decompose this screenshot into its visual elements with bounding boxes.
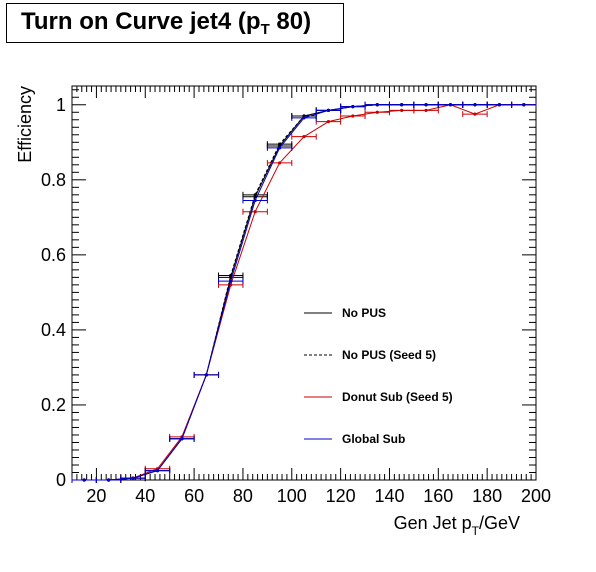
x-tick-label: 40 bbox=[135, 486, 155, 506]
series-0 bbox=[72, 102, 536, 483]
y-tick-label: 0.6 bbox=[41, 245, 66, 265]
data-point bbox=[302, 116, 305, 119]
series-line bbox=[84, 105, 524, 480]
data-point bbox=[131, 477, 134, 480]
series-line bbox=[84, 105, 524, 480]
y-tick-label: 0 bbox=[56, 470, 66, 490]
data-point bbox=[351, 105, 354, 108]
data-point bbox=[254, 193, 257, 196]
data-point bbox=[400, 109, 403, 112]
data-point bbox=[327, 120, 330, 123]
series-3 bbox=[72, 102, 536, 483]
data-point bbox=[473, 113, 476, 116]
series-1 bbox=[72, 102, 536, 483]
data-point bbox=[156, 469, 159, 472]
data-point bbox=[83, 478, 86, 481]
data-point bbox=[302, 135, 305, 138]
y-tick-label: 0.4 bbox=[41, 320, 66, 340]
data-point bbox=[351, 114, 354, 117]
series-line bbox=[84, 105, 524, 480]
series-line bbox=[84, 105, 524, 480]
data-point bbox=[473, 103, 476, 106]
x-tick-label: 80 bbox=[233, 486, 253, 506]
data-point bbox=[229, 280, 232, 283]
data-point bbox=[278, 161, 281, 164]
data-point bbox=[376, 103, 379, 106]
data-point bbox=[278, 146, 281, 149]
data-point bbox=[376, 111, 379, 114]
data-point bbox=[254, 210, 257, 213]
x-tick-label: 180 bbox=[472, 486, 502, 506]
data-point bbox=[400, 103, 403, 106]
x-tick-label: 200 bbox=[521, 486, 551, 506]
data-point bbox=[449, 103, 452, 106]
data-point bbox=[522, 103, 525, 106]
data-point bbox=[107, 478, 110, 481]
x-tick-label: 120 bbox=[326, 486, 356, 506]
y-axis-label: Efficiency bbox=[15, 86, 35, 163]
legend-entry: Donut Sub (Seed 5) bbox=[342, 390, 453, 404]
legend-entry: No PUS (Seed 5) bbox=[342, 348, 436, 362]
x-tick-label: 20 bbox=[86, 486, 106, 506]
x-tick-label: 60 bbox=[184, 486, 204, 506]
y-tick-label: 1 bbox=[56, 95, 66, 115]
data-point bbox=[327, 109, 330, 112]
data-point bbox=[254, 199, 257, 202]
x-axis-label: Gen Jet pT/GeV bbox=[394, 513, 520, 538]
legend-entry: No PUS bbox=[342, 306, 386, 320]
x-tick-label: 100 bbox=[277, 486, 307, 506]
x-tick-label: 140 bbox=[374, 486, 404, 506]
data-point bbox=[180, 437, 183, 440]
data-point bbox=[425, 109, 428, 112]
data-point bbox=[278, 143, 281, 146]
data-point bbox=[425, 103, 428, 106]
plot-frame bbox=[72, 86, 536, 480]
series-2 bbox=[72, 102, 536, 483]
data-point bbox=[205, 373, 208, 376]
data-point bbox=[498, 103, 501, 106]
legend-entry: Global Sub bbox=[342, 432, 405, 446]
x-tick-label: 160 bbox=[423, 486, 453, 506]
y-tick-label: 0.2 bbox=[41, 395, 66, 415]
y-tick-label: 0.8 bbox=[41, 170, 66, 190]
